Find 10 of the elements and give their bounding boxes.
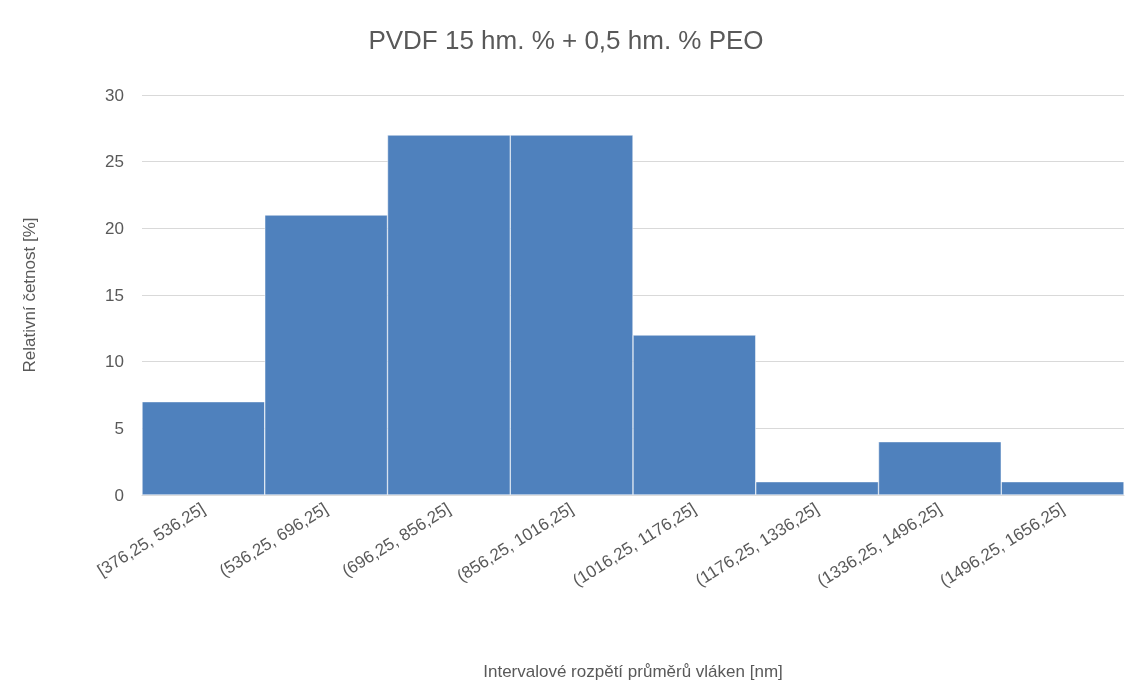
y-tick-label: 25: [105, 152, 124, 172]
y-tick-label: 30: [105, 85, 124, 105]
chart-title: PVDF 15 hm. % + 0,5 hm. % PEO: [368, 25, 764, 55]
y-tick-label: 10: [105, 352, 124, 372]
y-tick-label: 15: [105, 285, 124, 305]
x-axis-title: Intervalové rozpětí průměrů vláken [nm]: [483, 662, 783, 681]
y-axis-title: Relativní četnost [%]: [20, 217, 39, 373]
y-tick-label: 0: [114, 485, 124, 505]
y-tick-label: 20: [105, 218, 124, 238]
y-tick-label: 5: [114, 418, 124, 438]
